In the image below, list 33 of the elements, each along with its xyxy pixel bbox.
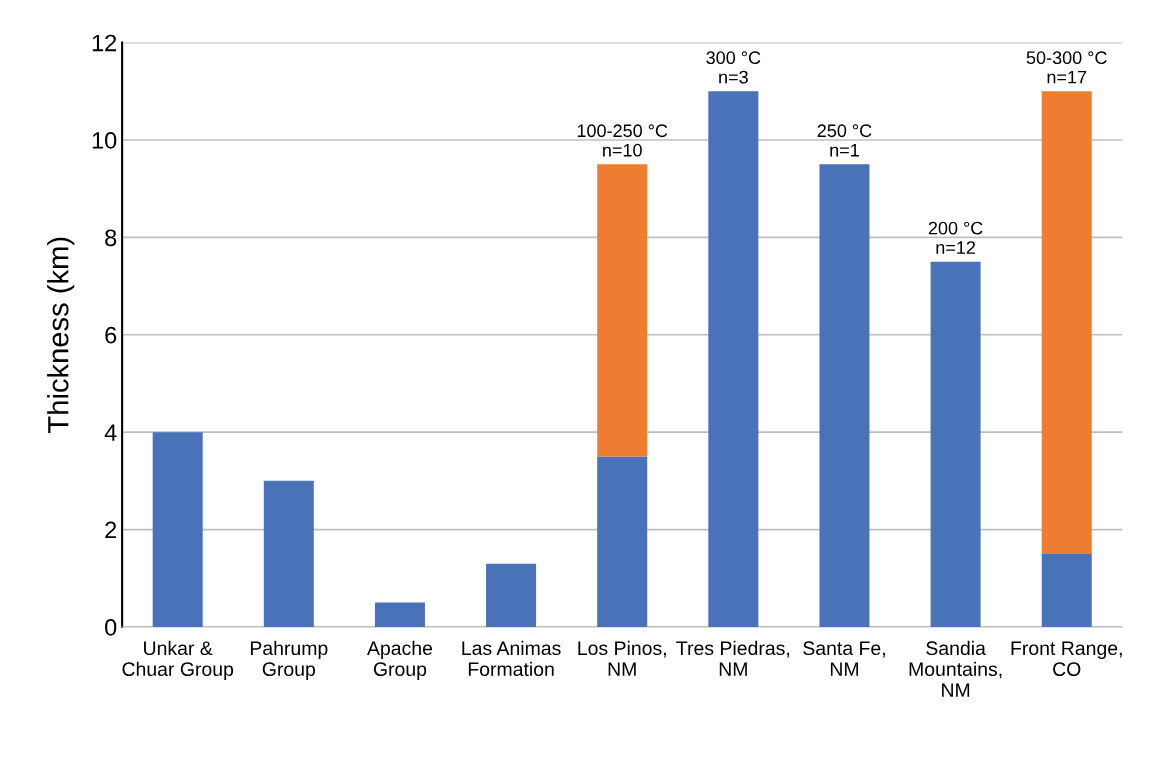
x-tick-label: Front Range, CO xyxy=(1011,641,1122,677)
annotation: 50-300 °C n=17 xyxy=(1026,51,1107,84)
y-tick-label: 6 xyxy=(105,326,117,344)
bar xyxy=(486,563,537,627)
bar xyxy=(1041,91,1092,554)
bar xyxy=(374,602,425,627)
bar xyxy=(152,432,203,627)
y-tick-label: 0 xyxy=(105,619,117,636)
bar xyxy=(930,261,981,627)
x-tick-label: Los Pinos, NM xyxy=(578,640,666,676)
bar xyxy=(597,456,648,627)
bar xyxy=(819,164,870,627)
x-tick-label: Sandia Mountains, NM xyxy=(909,640,1002,697)
x-tick-label: Tres Piedras, NM xyxy=(676,640,790,676)
bar xyxy=(1041,553,1092,627)
x-tick-label: Apache Group xyxy=(367,640,433,680)
y-axis-title: Thickness (km) xyxy=(47,237,75,433)
y-tick-label: 10 xyxy=(92,132,117,149)
annotation: 250 °C n=1 xyxy=(817,124,872,157)
annotation: 300 °C n=3 xyxy=(706,51,761,84)
y-tick-label: 4 xyxy=(104,424,117,441)
bar xyxy=(597,164,648,457)
y-tick-label: 12 xyxy=(92,34,117,52)
y-tick-label: 2 xyxy=(105,521,117,539)
bar xyxy=(263,480,314,627)
annotation: 200 °C n=12 xyxy=(928,221,983,254)
annotation: 100-250 °C n=10 xyxy=(577,124,668,157)
x-tick-label: Santa Fe, NM xyxy=(803,641,885,676)
x-tick-label: Las Animas Formation xyxy=(462,640,561,677)
x-tick-label: Pahrump Group xyxy=(250,640,328,680)
x-tick-label: Unkar & Chuar Group xyxy=(122,640,234,680)
y-tick-label: 8 xyxy=(105,229,117,247)
bar xyxy=(708,91,759,627)
